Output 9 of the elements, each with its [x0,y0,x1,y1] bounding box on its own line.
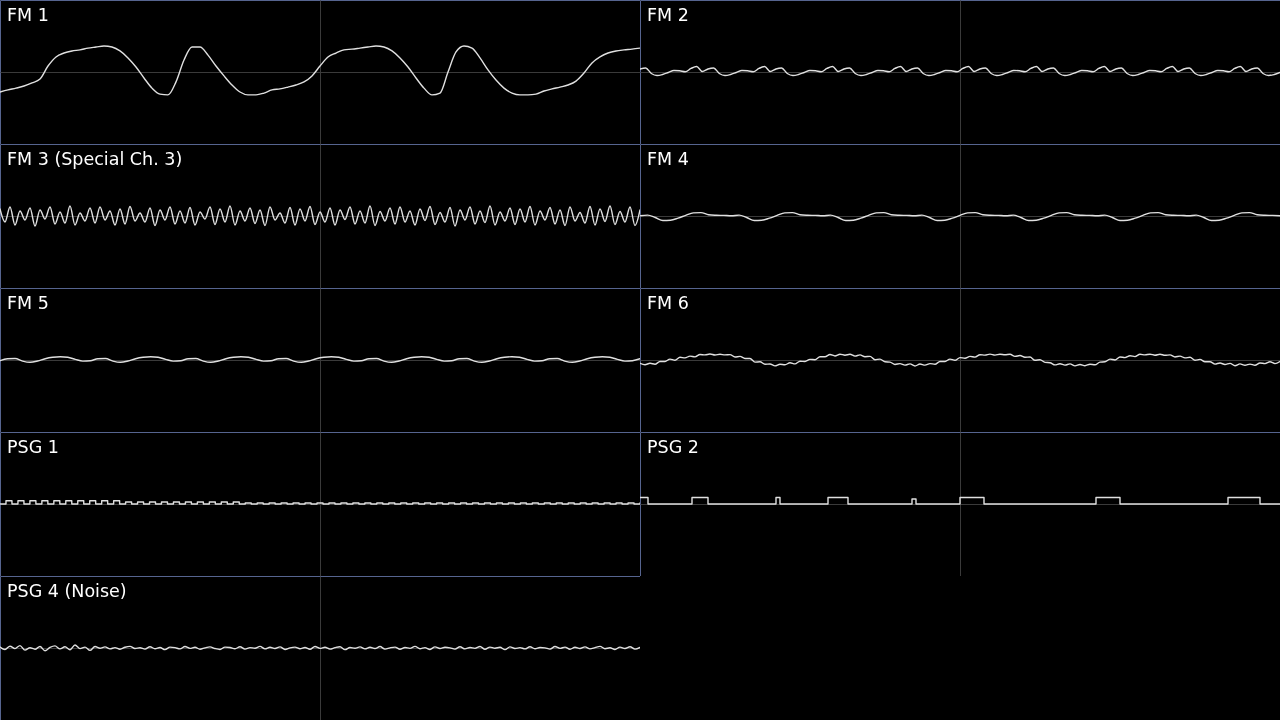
chart-title: FM 1 [7,4,49,25]
chart-title: FM 5 [7,292,49,313]
chart-title: PSG 4 (Noise) [7,580,127,601]
chart-title: FM 4 [647,148,689,169]
chart-title: PSG 2 [647,436,699,457]
chart-title: FM 3 (Special Ch. 3) [7,148,183,169]
chart-title: FM 6 [647,292,689,313]
chart-title: FM 2 [647,4,689,25]
chart-title: PSG 1 [7,436,59,457]
